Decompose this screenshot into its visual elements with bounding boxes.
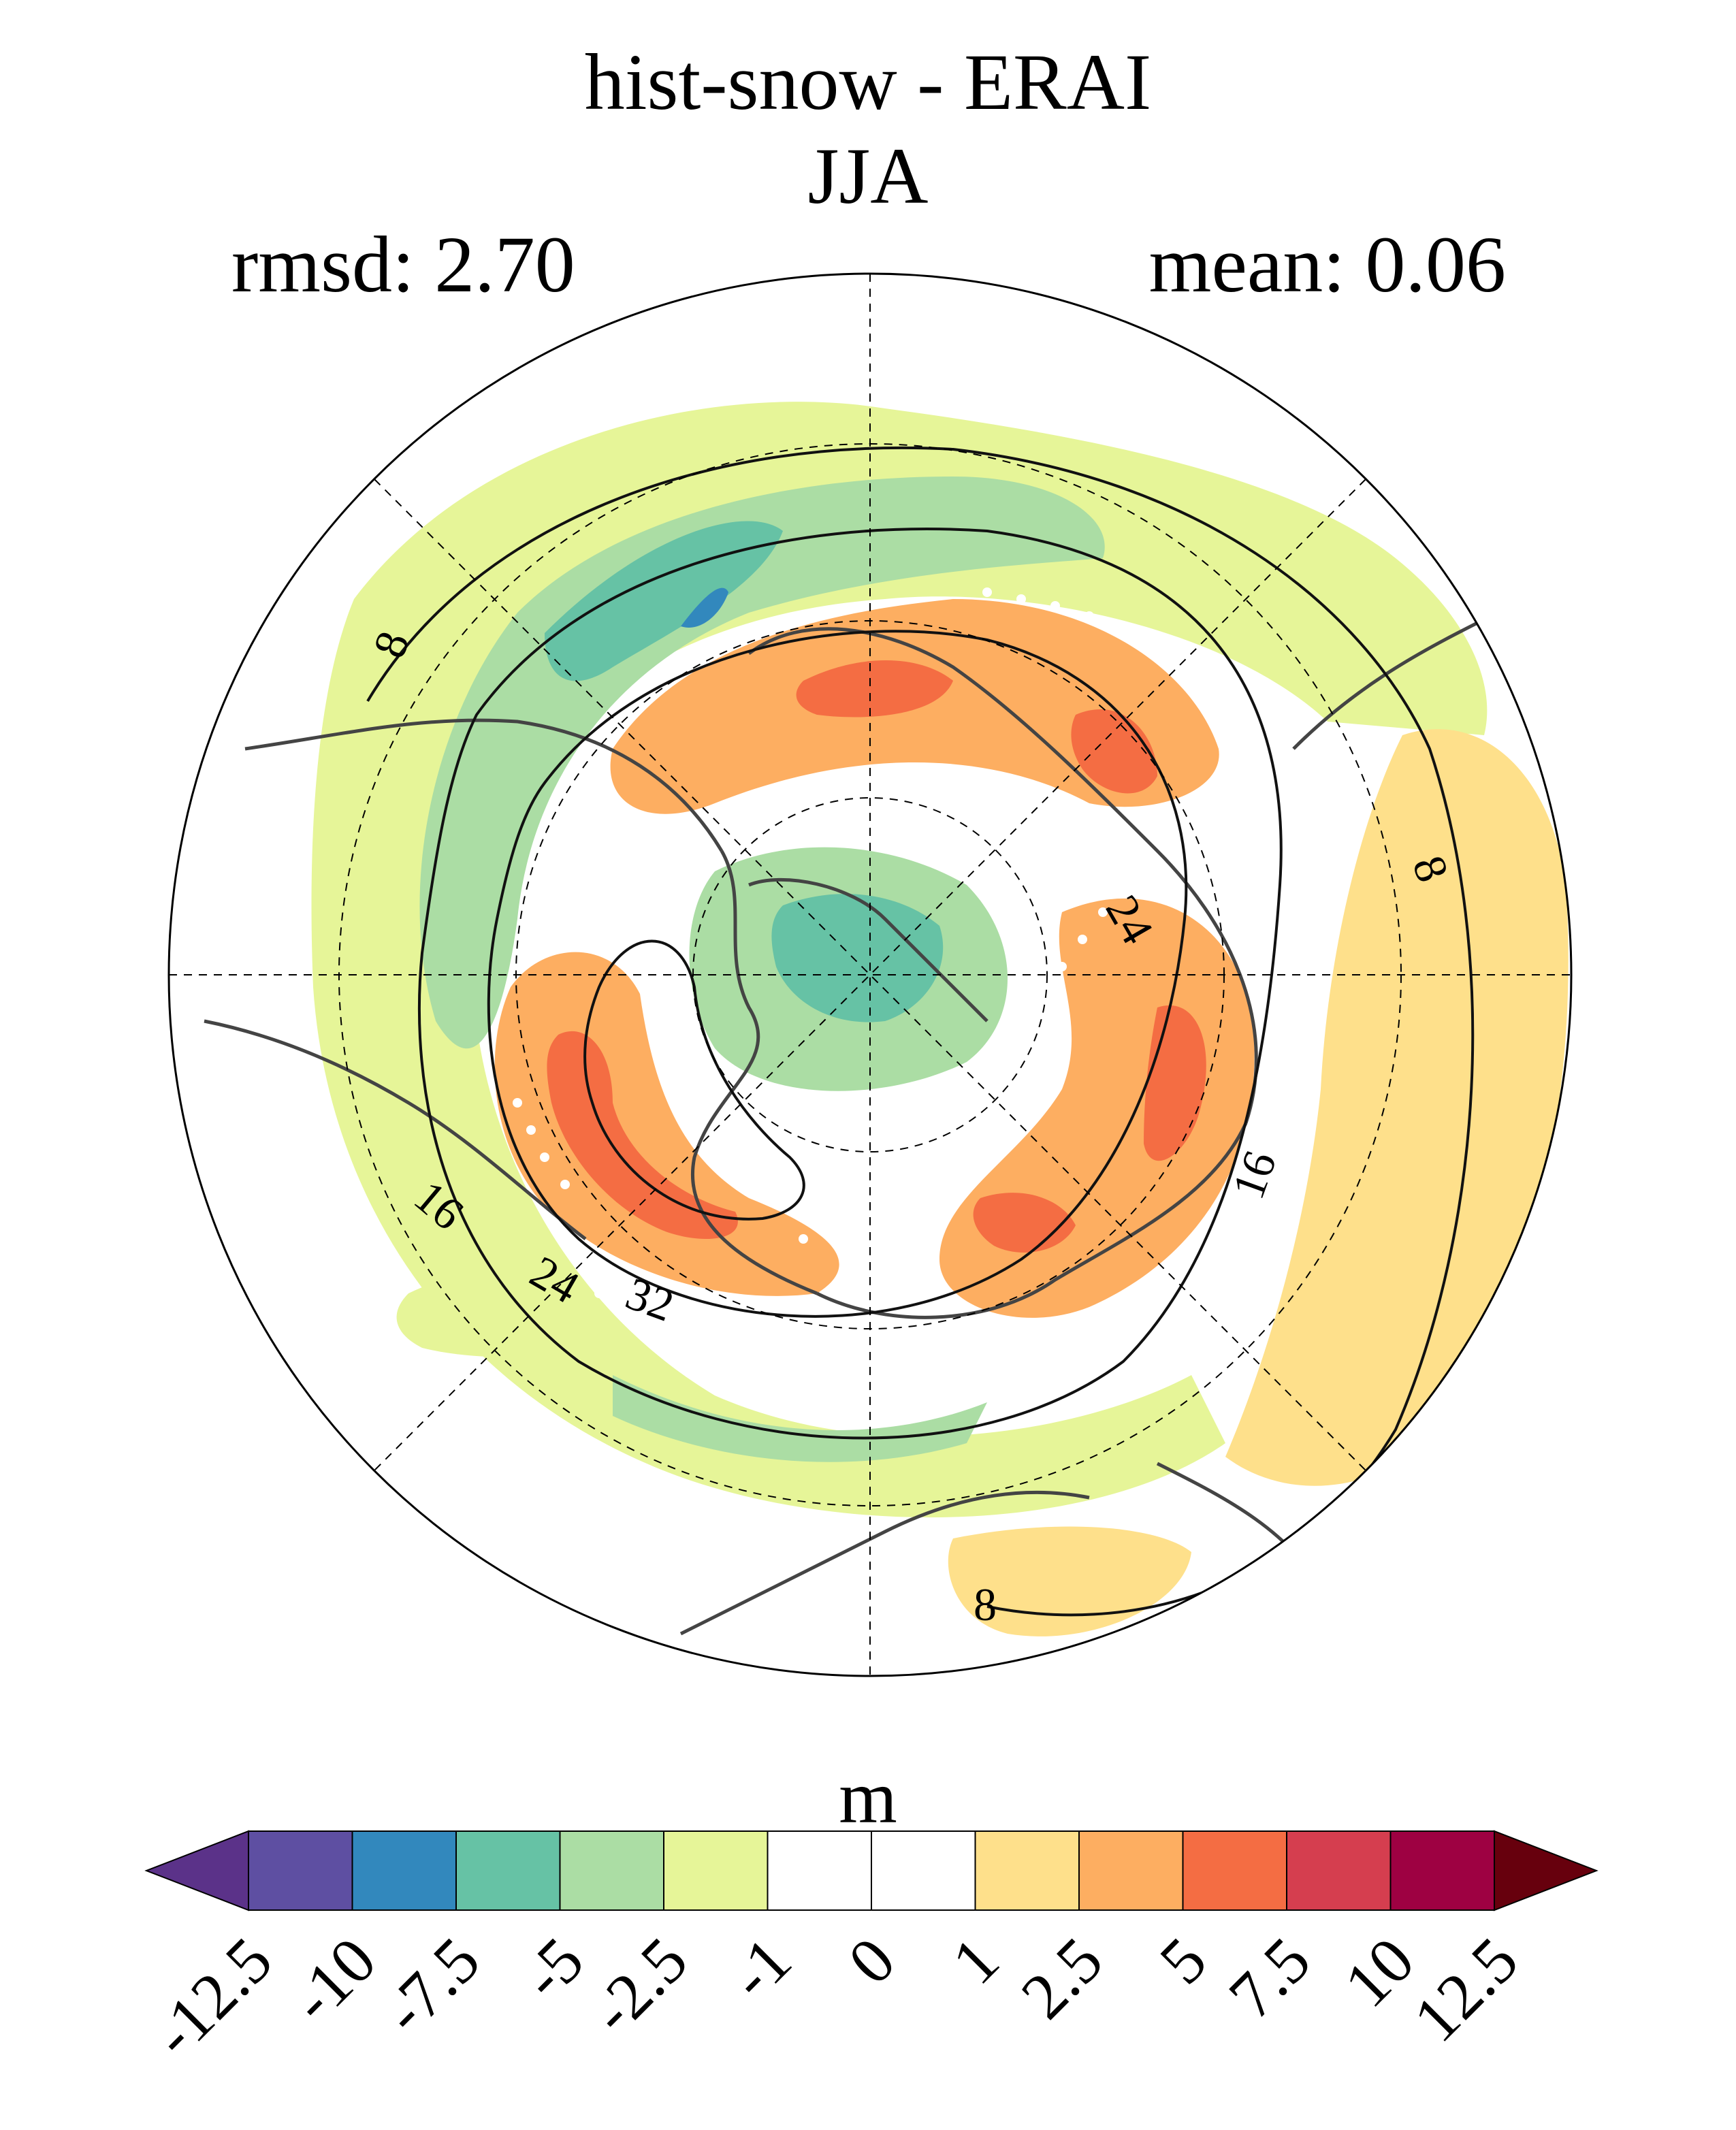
colorbar-box	[559, 1830, 664, 1911]
map-border	[167, 272, 1573, 1677]
colorbar-tick-label: -2.5	[577, 1923, 701, 2048]
map-field	[169, 274, 1571, 1676]
rmsd-label: rmsd: 2.70	[231, 220, 575, 309]
colorbar-box	[1286, 1830, 1392, 1911]
colorbar-box	[663, 1830, 769, 1911]
contour-label: 8	[974, 1579, 997, 1630]
colorbar-tick-label: 7.5	[1215, 1923, 1324, 2033]
colorbar-box	[871, 1830, 976, 1911]
field-red	[796, 660, 953, 717]
map-title: hist-snow - ERAI	[584, 37, 1152, 127]
colorbar-tick-label: -12.5	[138, 1923, 286, 2071]
colorbar-unit: m	[839, 1756, 897, 1839]
colorbar-under-triangle	[144, 1830, 249, 1911]
contour-32	[583, 939, 805, 1221]
field-yellow	[1225, 729, 1569, 1486]
colorbar-tick-label: 1	[938, 1923, 1013, 1998]
colorbar-box	[1078, 1830, 1184, 1911]
colorbar-box	[1389, 1830, 1495, 1911]
colorbar-boxes	[144, 1830, 1598, 1911]
colorbar-tick-label: -1	[715, 1923, 805, 2013]
colorbar-tick-label: -10	[276, 1923, 389, 2036]
colorbar-tick-label: 12.5	[1399, 1923, 1531, 2055]
colorbar-box	[767, 1830, 872, 1911]
colorbar-box	[351, 1830, 457, 1911]
field-red-4	[547, 1031, 738, 1239]
contour-16	[417, 528, 1283, 1440]
stippling	[513, 587, 1271, 1346]
contour-24	[487, 630, 1188, 1318]
colorbar-over-triangle	[1494, 1830, 1598, 1911]
colorbar-box	[1182, 1830, 1287, 1911]
field-teal	[545, 521, 783, 681]
graticule	[169, 274, 1571, 1676]
field-blue	[681, 587, 728, 628]
colorbar-tick-label: 5	[1146, 1923, 1221, 1998]
field-red-2	[1071, 709, 1157, 794]
mean-label: mean: 0.06	[1148, 220, 1506, 309]
colorbar-box	[455, 1830, 561, 1911]
colorbar-box	[248, 1830, 353, 1911]
colorbar-tick-label: 0	[834, 1923, 909, 1998]
field-green-lower	[613, 1375, 987, 1462]
colorbar-tick-label: 2.5	[1007, 1923, 1116, 2033]
colorbar-tick-label: -7.5	[369, 1923, 494, 2048]
field-teal-center	[771, 894, 944, 1022]
field-red-5	[973, 1193, 1076, 1253]
field-yellowgreen-left	[396, 1276, 585, 1357]
season-label: JJA	[807, 131, 929, 221]
colorbar-box	[974, 1830, 1080, 1911]
field-yellow-bottom	[948, 1526, 1191, 1636]
coastlines	[204, 605, 1571, 1636]
